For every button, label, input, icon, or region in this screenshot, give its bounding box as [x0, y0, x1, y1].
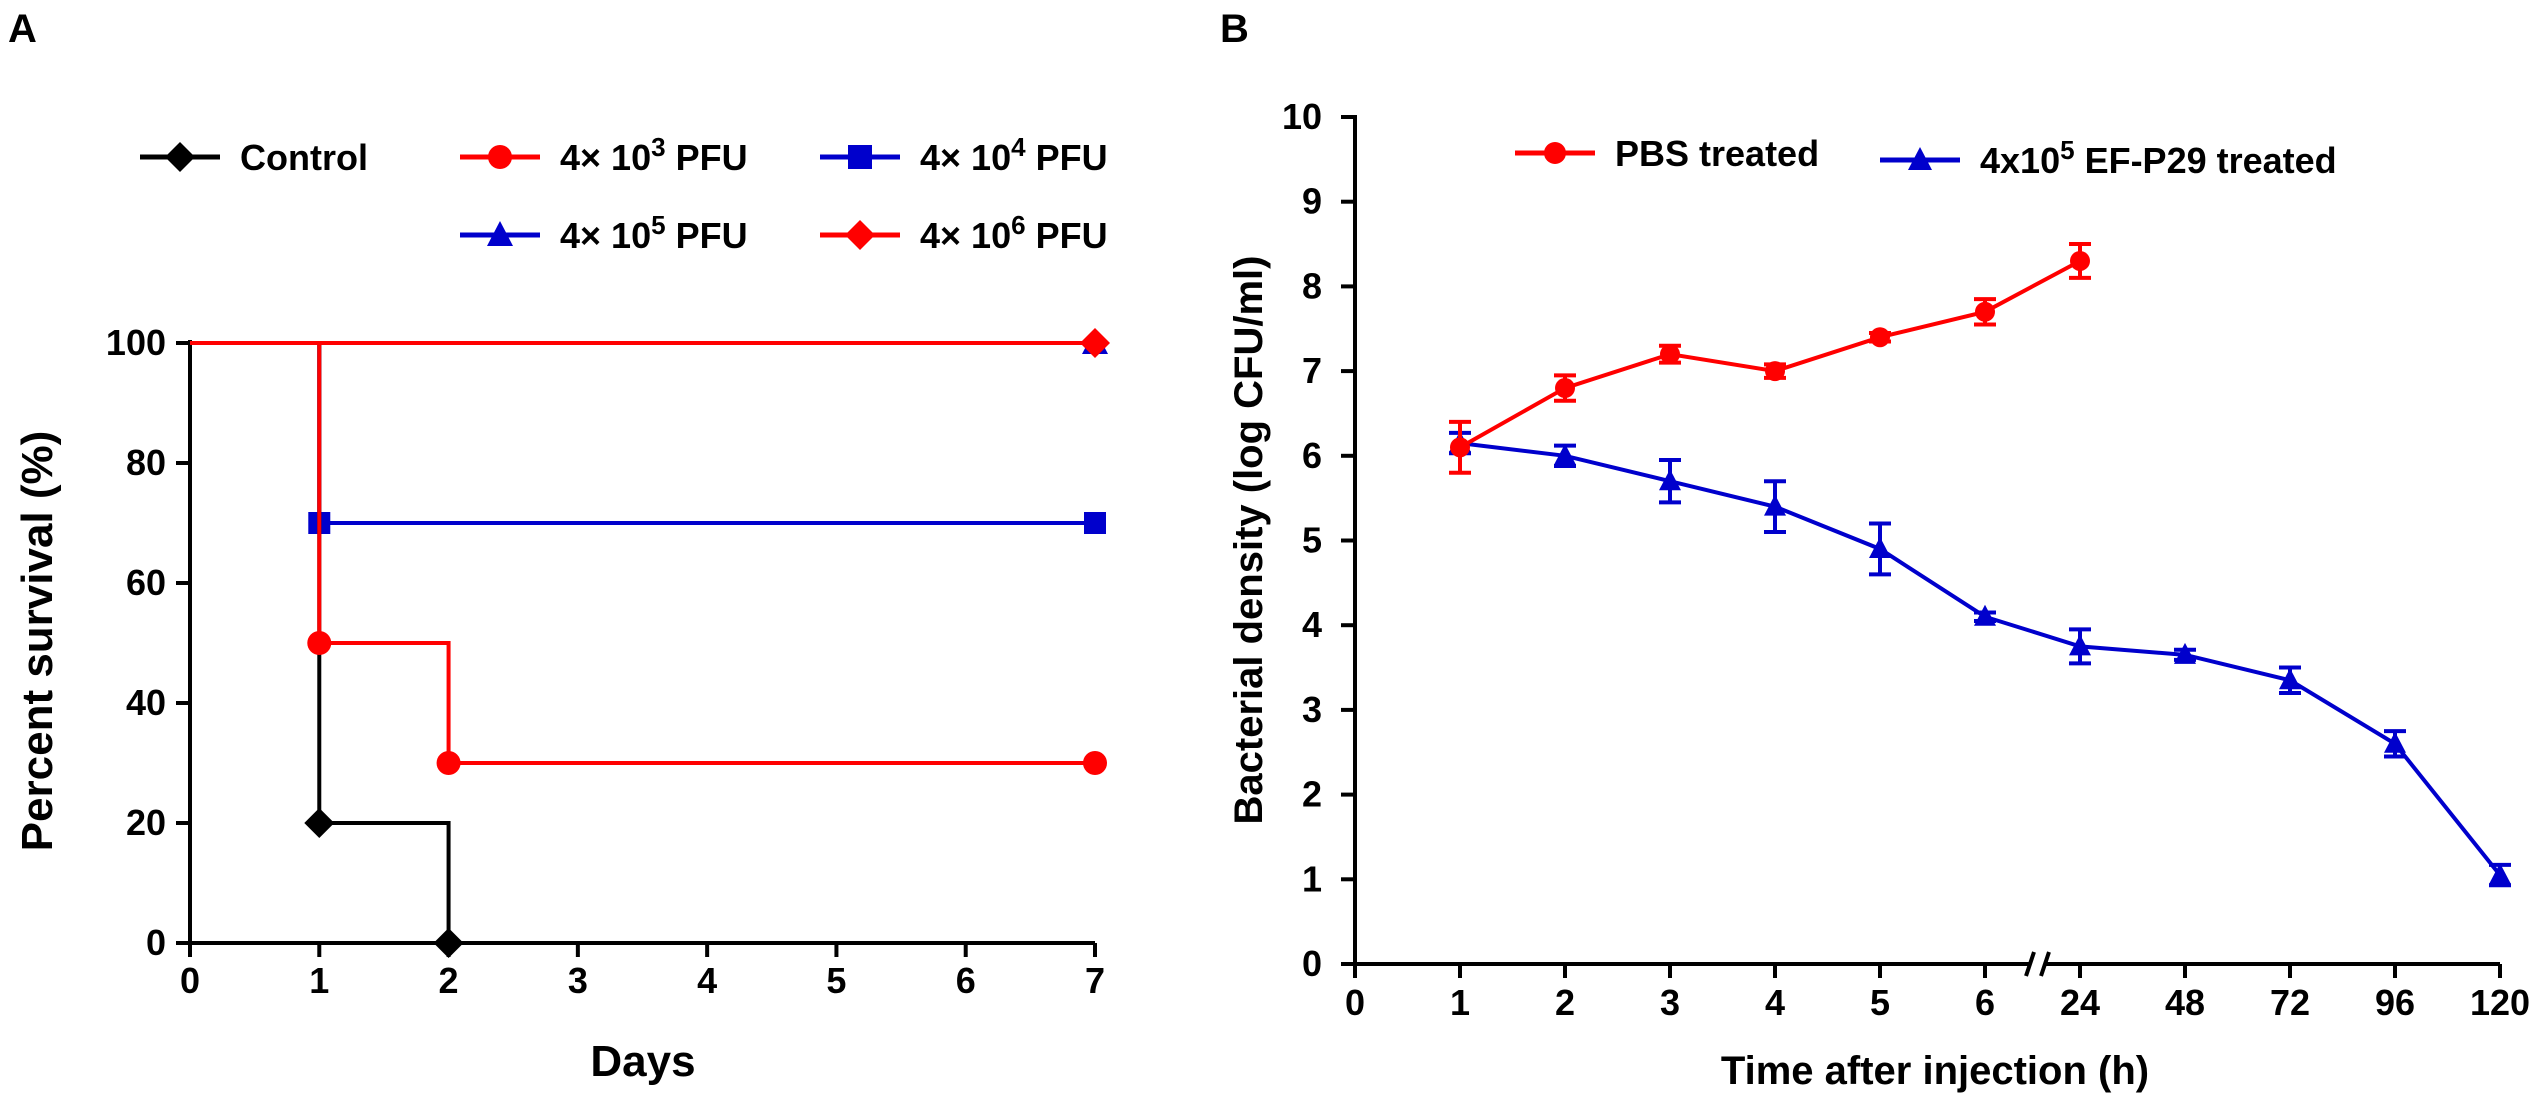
- panel-b-data-point: [1974, 604, 1996, 626]
- panel-b-x-tick-label: 4: [1765, 982, 1785, 1023]
- panel-b-data-point: [2174, 642, 2196, 664]
- panel-b-y-tick-label: 0: [1302, 943, 1322, 984]
- panel-b-y-tick-label: 7: [1302, 350, 1322, 391]
- panel-b-axes: [1353, 115, 2500, 977]
- panel-a-y-tick-label: 40: [126, 682, 166, 723]
- panel-a-data-point: [307, 631, 332, 655]
- panel-a-legend-marker: [165, 142, 195, 172]
- panel-b-x-axis-title: Time after injection (h): [1721, 1049, 2149, 1093]
- panel-b-x-tick-label: 0: [1345, 982, 1365, 1023]
- panel-b-x-tick-label: 1: [1450, 982, 1470, 1023]
- panel-a-legend-label: Control: [240, 137, 368, 178]
- panel-a-legend-label: 4× 103 PFU: [560, 132, 748, 178]
- panel-a-x-tick-label: 0: [180, 960, 200, 1001]
- panel-b-legend: PBS treated 4x105 EF-P29 treated: [1515, 133, 2337, 181]
- panel-b-axis-break-mark-right: [2039, 951, 2051, 977]
- panel-b-data-point: [1765, 361, 1785, 382]
- panel-b-axis-break-mark-left: [2024, 951, 2036, 977]
- panel-b-x-tick-label: 72: [2270, 982, 2310, 1023]
- panel-a-x-axis-title: Days: [590, 1037, 695, 1086]
- panel-a-x-tick-label: 5: [826, 960, 846, 1001]
- panel-b-series-line-1: [1459, 441, 2502, 877]
- panel-b-y-tick-label: 3: [1302, 689, 1322, 730]
- panel-a-series-line-1: [190, 341, 1095, 765]
- panel-b-ticks: 0 1 2 3 4 5 6 24 48 72 96 120 0 1 2 3 4 5 6 7 8 9 10: [1282, 96, 2530, 1023]
- panel-a-x-tick-label: 6: [956, 960, 976, 1001]
- panel-b-label: B: [1220, 7, 1249, 51]
- panel-b-legend-label: 4x105 EF-P29 treated: [1980, 135, 2337, 181]
- panel-b-data-point: [1870, 327, 1890, 348]
- panel-a-x-tick-label: 4: [697, 960, 717, 1001]
- panel-b-y-axis-title: Bacterial density (log CFU/ml): [1227, 256, 1271, 825]
- panel-a-ticks: 0 1 2 3 4 5 6 7 0 20 40 60 80 100: [106, 322, 1105, 1001]
- panel-b-data-point: [1450, 437, 1470, 458]
- panel-b-data-point: [1554, 443, 1576, 465]
- panel-a-data-point: [1084, 512, 1106, 534]
- panel-b-data-point: [2279, 668, 2301, 690]
- panel-b-x-tick-label: 24: [2060, 982, 2100, 1023]
- panel-b-data-point: [2489, 863, 2511, 885]
- panel-b-y-tick-label: 8: [1302, 265, 1322, 306]
- panel-a-legend-marker: [487, 221, 513, 246]
- panel-a-data-point: [433, 928, 464, 958]
- panel-a-series-line-2: [190, 341, 1095, 525]
- panel-b-data-point: [2384, 731, 2406, 753]
- panel-a-data-point: [304, 808, 335, 838]
- panel-a-data-point: [1080, 328, 1110, 358]
- panel-a: A Control 4× 103 PFU 4× 104 PFU 4× 105 PFU 4…: [8, 7, 1110, 1086]
- panel-b-data-point: [1555, 378, 1575, 399]
- panel-b-y-tick-label: 2: [1302, 774, 1322, 815]
- panel-b-x-tick-label: 6: [1975, 982, 1995, 1023]
- panel-a-y-tick-label: 0: [146, 922, 166, 963]
- panel-b-y-tick-label: 5: [1302, 520, 1322, 561]
- panel-a-x-tick-label: 1: [309, 960, 329, 1001]
- panel-b-x-tick-label: 120: [2470, 982, 2530, 1023]
- panel-b-y-tick-label: 6: [1302, 435, 1322, 476]
- panel-a-y-tick-label: 20: [126, 802, 166, 843]
- panel-a-legend-marker: [488, 145, 512, 169]
- panel-b-legend-label: PBS treated: [1615, 133, 1819, 174]
- panel-a-data-point: [1083, 751, 1107, 775]
- panel-a-y-tick-label: 100: [106, 322, 166, 363]
- panel-b-series: [1449, 242, 2511, 888]
- panel-a-legend-label: 4× 106 PFU: [920, 210, 1108, 256]
- panel-b-data-point: [1660, 344, 1680, 365]
- panel-b-x-tick-label: 5: [1870, 982, 1890, 1023]
- panel-a-x-tick-label: 2: [439, 960, 459, 1001]
- panel-a-x-tick-label: 3: [568, 960, 588, 1001]
- panel-a-legend-marker: [848, 145, 872, 169]
- panel-a-y-tick-label: 80: [126, 442, 166, 483]
- panel-b-data-point: [1975, 301, 1995, 322]
- panel-b-data-point: [1764, 494, 1786, 516]
- panel-b-y-tick-label: 4: [1302, 604, 1322, 645]
- panel-b-x-tick-label: 2: [1555, 982, 1575, 1023]
- panel-a-legend-label: 4× 105 PFU: [560, 210, 748, 256]
- panel-a-x-tick-label: 7: [1085, 960, 1105, 1001]
- panel-b-y-tick-label: 9: [1302, 181, 1322, 222]
- panel-a-legend-label: 4× 104 PFU: [920, 132, 1108, 178]
- panel-b-x-tick-label: 3: [1660, 982, 1680, 1023]
- panel-b-legend-marker: [1908, 147, 1932, 170]
- panel-b-y-tick-label: 10: [1282, 96, 1322, 137]
- panel-a-data-point: [436, 751, 461, 775]
- panel-b-x-tick-label: 96: [2375, 982, 2415, 1023]
- panel-b-data-point: [2070, 250, 2090, 271]
- panel-b-x-tick-label: 48: [2165, 982, 2205, 1023]
- panel-b-data-point: [1659, 469, 1681, 491]
- panel-a-y-tick-label: 60: [126, 562, 166, 603]
- panel-b-data-point: [1869, 536, 1891, 558]
- panel-b-data-point: [2069, 634, 2091, 656]
- panel-b-series-line-0: [1459, 259, 2081, 450]
- panel-b: B PBS treated 4x105 EF-P29 treated 0 1 2 3 4 5…: [1220, 7, 2530, 1093]
- panel-a-axes: [188, 340, 1095, 945]
- panel-a-y-axis-title: Percent survival (%): [13, 431, 62, 852]
- panel-a-series: [190, 328, 1110, 958]
- panel-a-legend-marker: [845, 220, 875, 250]
- panel-b-legend-marker: [1544, 142, 1566, 164]
- panel-a-legend: Control 4× 103 PFU 4× 104 PFU 4× 105 PFU 4× …: [140, 132, 1108, 256]
- panel-a-label: A: [8, 7, 37, 51]
- panel-b-y-tick-label: 1: [1302, 858, 1322, 899]
